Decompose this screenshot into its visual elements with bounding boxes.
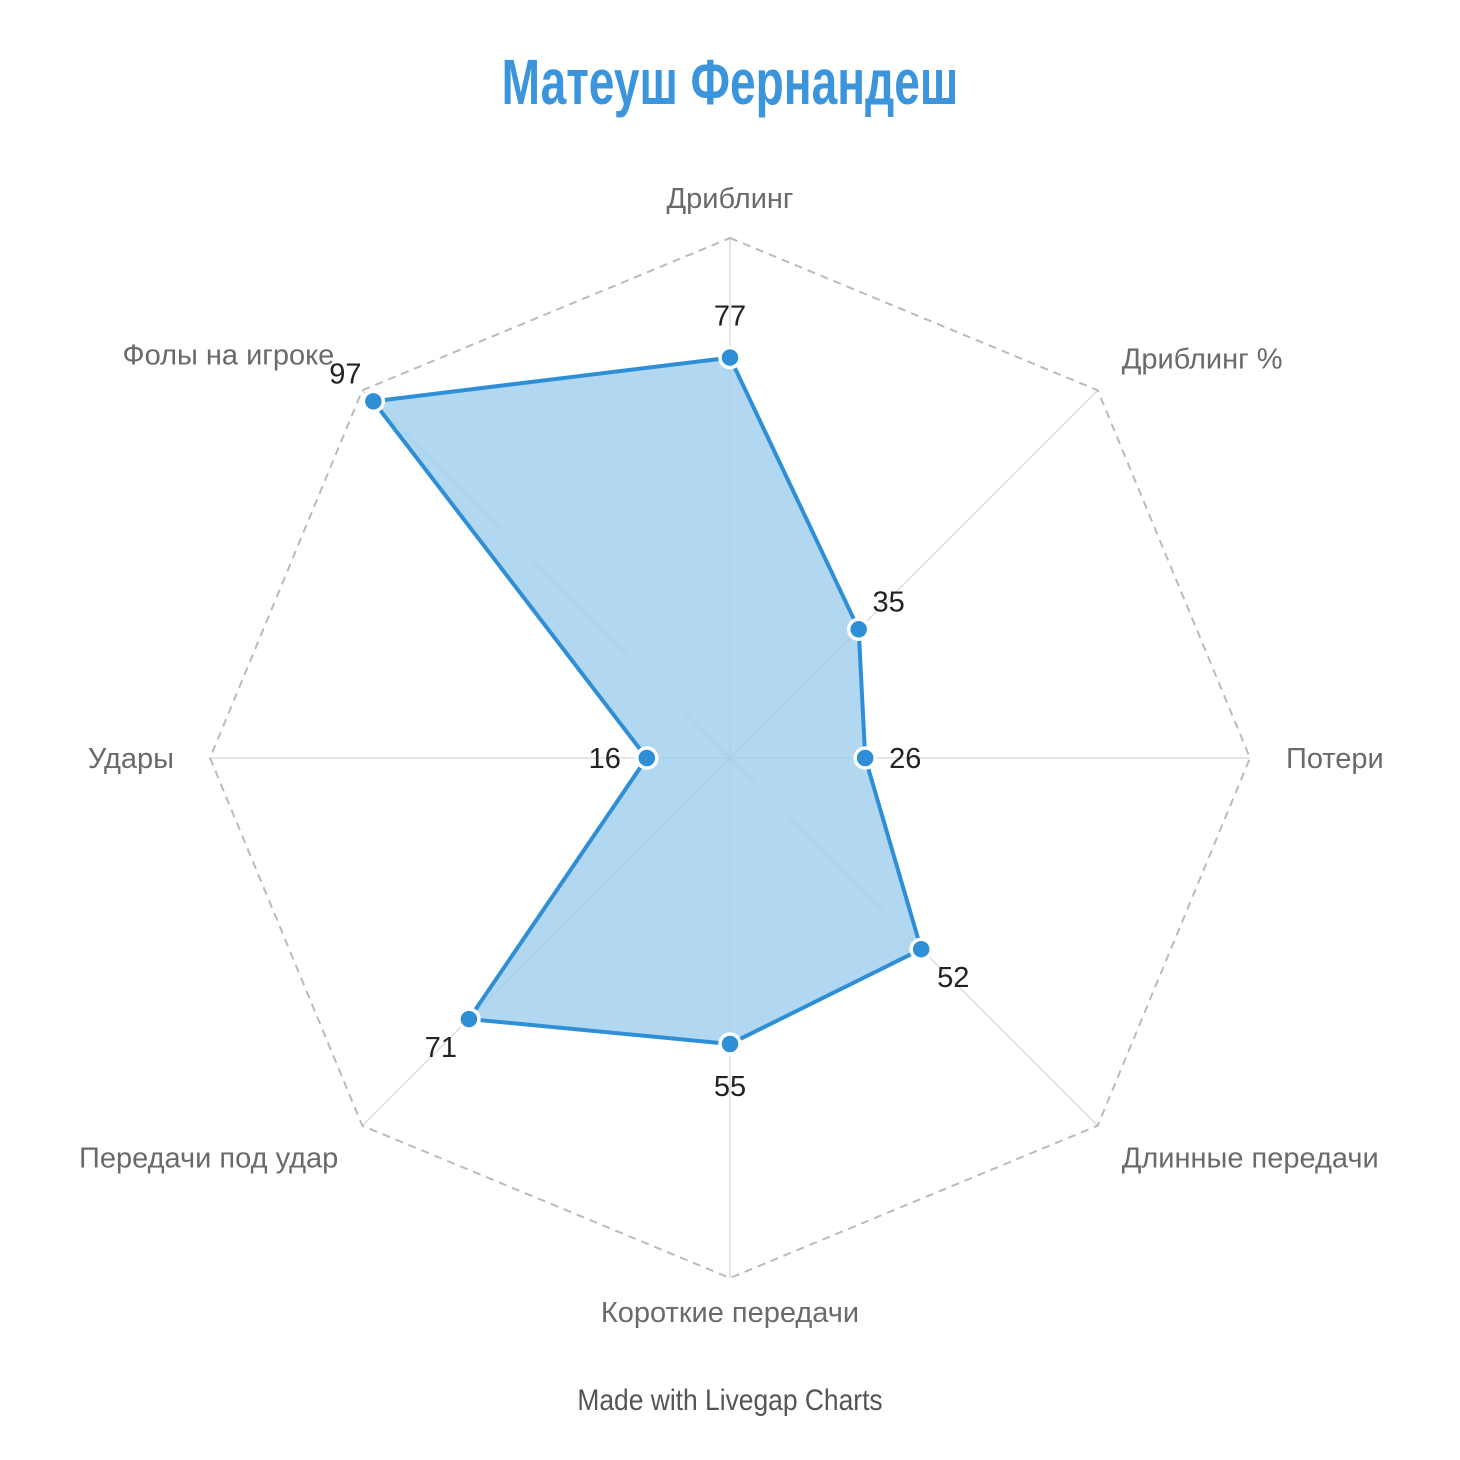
series-area: [371, 355, 924, 1046]
axis-label: Передачи под удар: [79, 1143, 338, 1175]
data-point: [853, 746, 877, 770]
grid-outer-ring: [208, 236, 1252, 1280]
data-point: [718, 1032, 742, 1056]
value-label: 35: [873, 586, 905, 618]
value-label: 55: [714, 1071, 746, 1103]
data-point: [909, 937, 933, 961]
value-label: 52: [937, 962, 969, 994]
credit-text: Made with Livegap Charts: [577, 1384, 883, 1417]
data-point: [457, 1007, 481, 1031]
axis-label: Короткие передачи: [601, 1297, 859, 1329]
value-label: 16: [589, 743, 621, 775]
data-point: [635, 746, 659, 770]
value-label: 71: [425, 1032, 457, 1064]
axis-label: Дриблинг %: [1122, 343, 1283, 375]
axis-label: Удары: [88, 743, 174, 775]
data-point: [718, 345, 742, 370]
axis-label: Потери: [1286, 743, 1384, 775]
axis-label: Дриблинг: [667, 183, 794, 215]
value-label: 77: [714, 301, 746, 333]
axis-label: Длинные передачи: [1122, 1143, 1379, 1175]
value-label: 26: [889, 743, 921, 775]
value-label: 97: [329, 358, 361, 390]
chart-title: Матеуш Фернандеш: [501, 46, 959, 118]
data-point: [846, 617, 871, 642]
axis-label: Фолы на игроке: [123, 339, 335, 371]
data-point: [361, 389, 386, 414]
